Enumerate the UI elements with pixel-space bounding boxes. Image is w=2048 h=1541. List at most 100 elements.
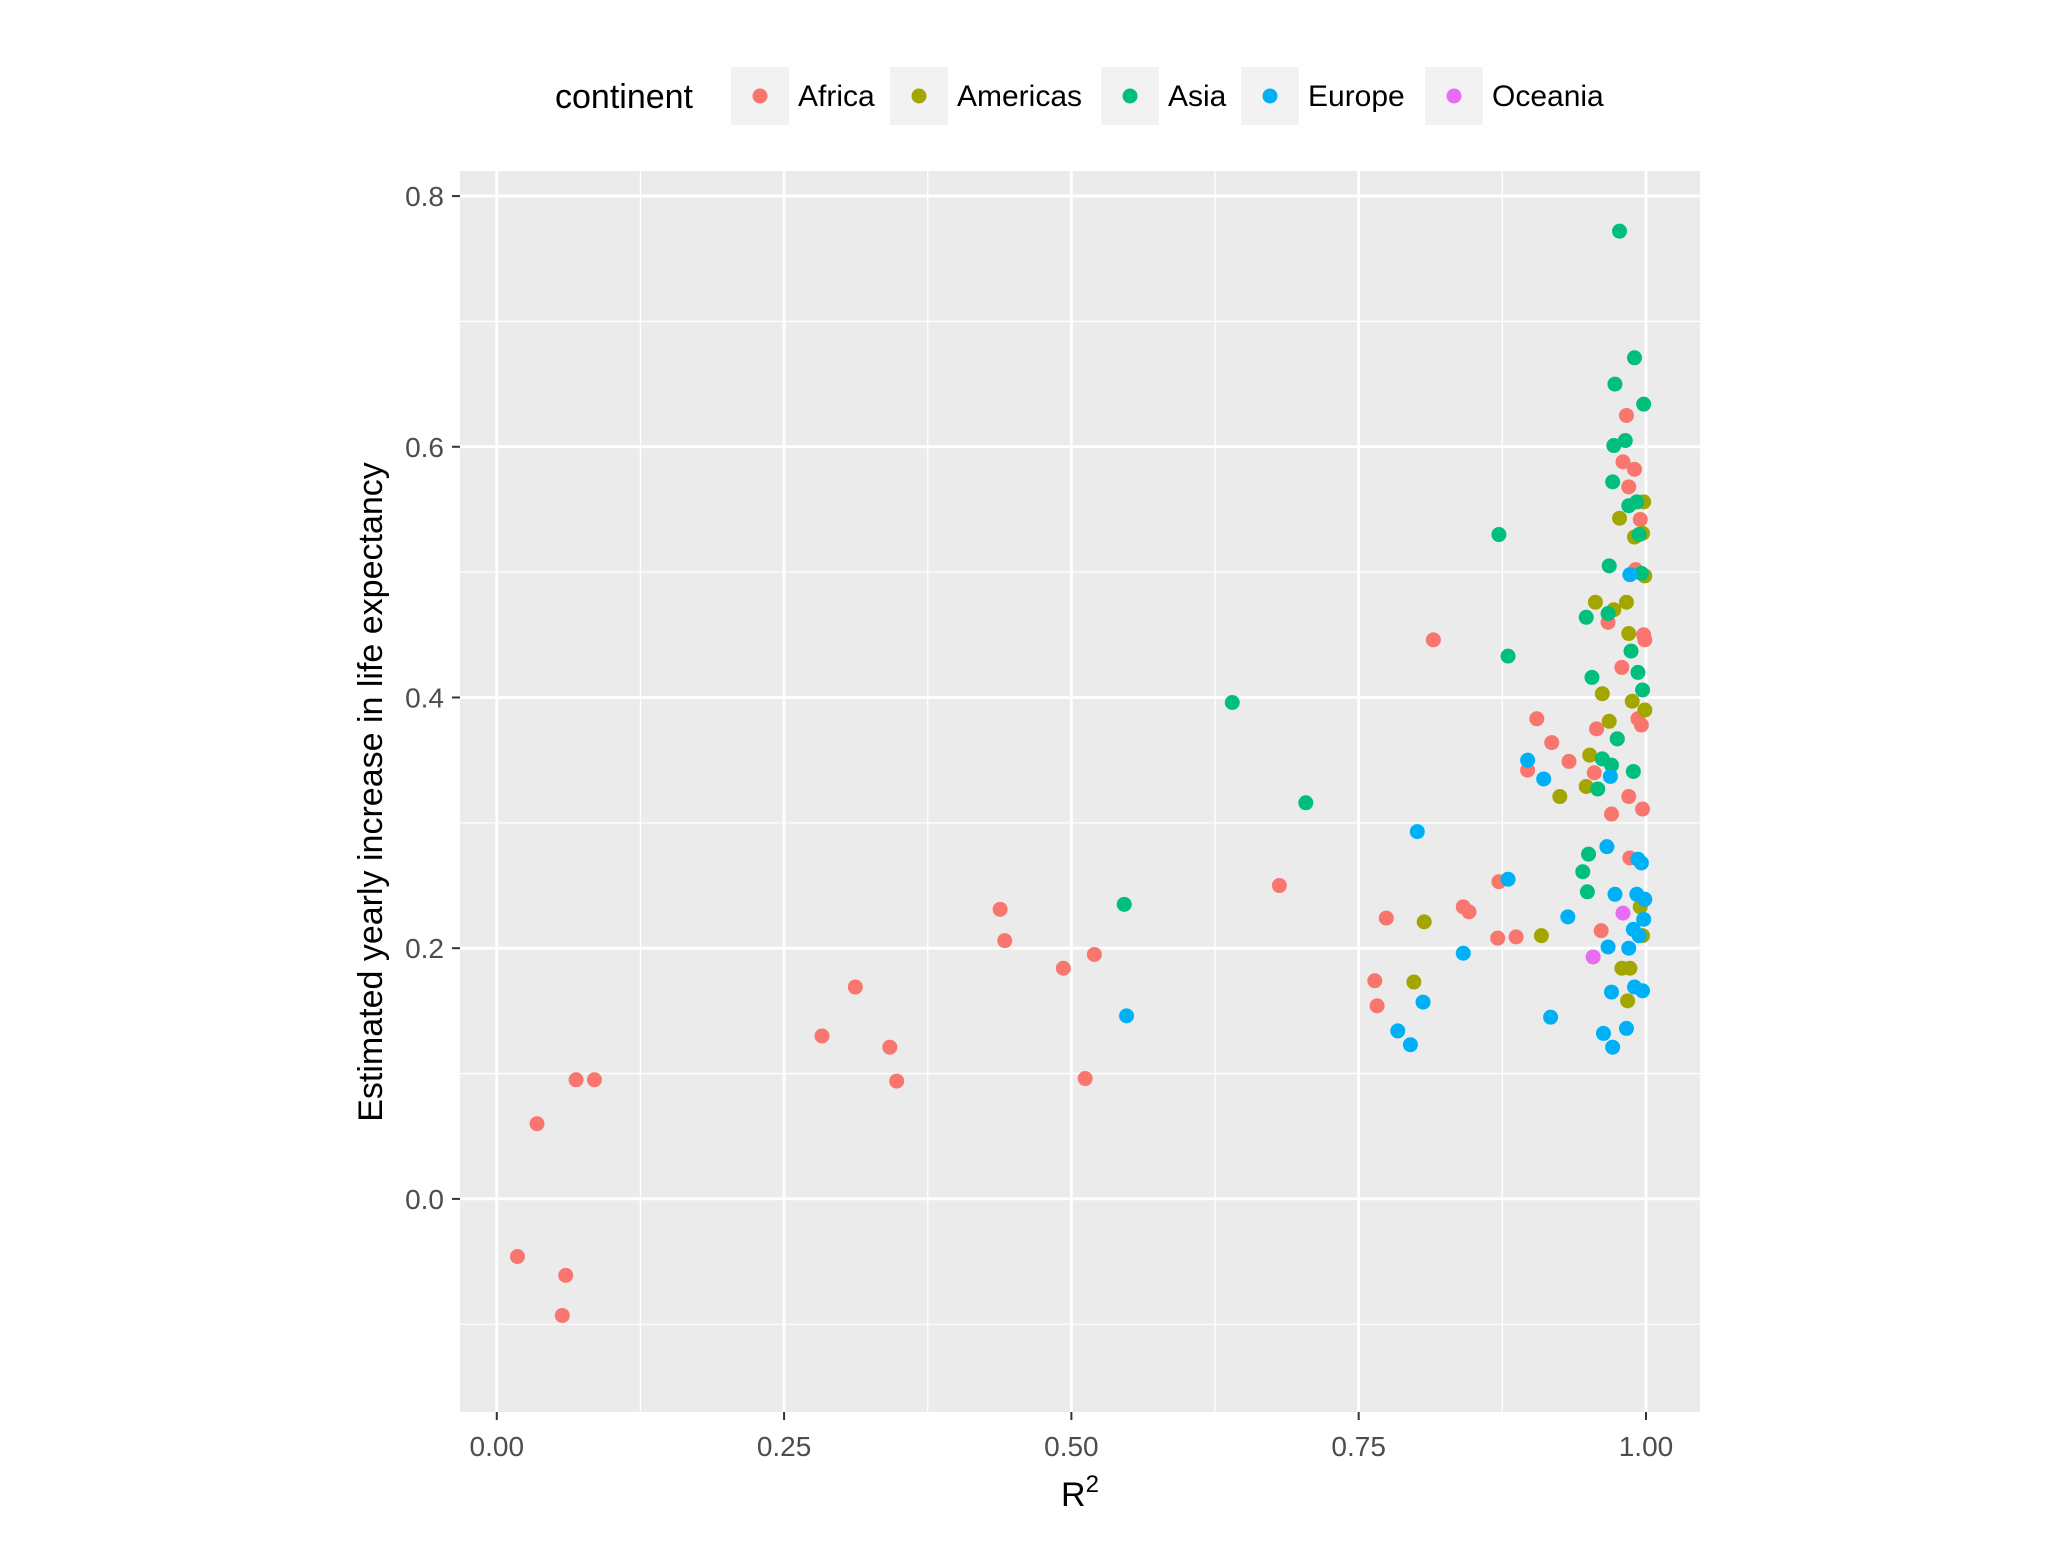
data-point <box>1561 753 1577 769</box>
data-point <box>889 1073 905 1089</box>
data-point <box>1621 479 1637 495</box>
x-tick-label: 0.75 <box>1331 1431 1386 1462</box>
legend-label-europe: Europe <box>1308 80 1405 113</box>
data-point <box>1625 763 1641 779</box>
x-axis-title: R2 <box>1061 1471 1099 1514</box>
legend-title: continent <box>555 78 694 116</box>
y-tick-label: 0.4 <box>405 682 444 713</box>
data-point <box>1635 801 1651 817</box>
x-tick-label: 0.25 <box>757 1431 812 1462</box>
data-point <box>1601 558 1617 574</box>
data-point <box>1602 768 1618 784</box>
data-point <box>1630 664 1646 680</box>
data-point <box>1529 711 1545 727</box>
data-point <box>1633 717 1649 733</box>
data-point <box>1367 973 1383 989</box>
data-point <box>1587 594 1603 610</box>
data-point <box>1620 993 1636 1009</box>
data-point <box>1575 864 1591 880</box>
data-point <box>1622 567 1638 583</box>
y-tick-label: 0.8 <box>405 181 444 212</box>
data-point <box>1224 695 1240 710</box>
data-point <box>1604 757 1620 773</box>
data-point <box>1615 905 1631 921</box>
data-point <box>554 1307 570 1323</box>
data-point <box>1633 565 1649 581</box>
data-point <box>568 1072 584 1088</box>
plot-panel <box>460 171 1700 1412</box>
data-point <box>1637 702 1653 718</box>
data-point <box>1593 923 1609 939</box>
x-tick-label: 1.00 <box>1619 1431 1674 1462</box>
data-point <box>1500 871 1516 887</box>
data-point <box>1589 721 1605 737</box>
data-point <box>1622 960 1638 976</box>
data-point <box>1605 474 1621 490</box>
legend-label-asia: Asia <box>1168 80 1227 113</box>
data-point <box>1491 527 1507 543</box>
data-point <box>1536 771 1552 787</box>
data-point <box>1578 778 1594 794</box>
data-point <box>1500 648 1516 664</box>
data-point <box>1604 806 1620 822</box>
data-point <box>1077 1071 1093 1087</box>
data-point <box>1626 461 1642 477</box>
legend-label-africa: Africa <box>798 80 875 113</box>
data-point <box>1402 1037 1418 1053</box>
data-point <box>1605 1039 1621 1055</box>
data-point <box>1416 914 1432 930</box>
data-point <box>1584 669 1600 685</box>
legend-marker-oceania <box>1446 88 1462 104</box>
data-point <box>1600 606 1616 621</box>
data-point <box>1631 928 1647 944</box>
data-point <box>1298 795 1314 811</box>
data-point <box>1636 396 1652 412</box>
data-point <box>1560 909 1576 925</box>
data-point <box>1595 1025 1611 1041</box>
data-point <box>1586 765 1602 781</box>
data-point <box>1455 945 1471 961</box>
data-point <box>1635 983 1651 999</box>
legend-marker-africa <box>752 88 768 104</box>
data-point <box>1612 223 1628 239</box>
data-point <box>1508 929 1524 945</box>
data-point <box>1606 438 1622 454</box>
y-tick-label: 0.6 <box>405 432 444 463</box>
data-point <box>1461 904 1477 920</box>
y-tick-label: 0.2 <box>405 933 444 964</box>
data-point <box>1055 960 1071 976</box>
data-point <box>1629 494 1645 510</box>
y-axis-title: Estimated yearly increase in life expect… <box>352 462 390 1122</box>
data-point <box>1409 824 1425 840</box>
legend-label-americas: Americas <box>957 80 1082 113</box>
data-point <box>1607 376 1623 392</box>
data-point <box>1585 949 1601 965</box>
data-point <box>1520 752 1536 768</box>
grid-minor <box>460 171 1700 1412</box>
data-point <box>1599 839 1615 855</box>
data-point <box>1624 693 1640 709</box>
data-point <box>1632 511 1648 527</box>
data-point <box>1116 896 1132 912</box>
x-tick-label: 0.50 <box>1044 1431 1099 1462</box>
legend: continent Africa Americas Asia Europe Oceani… <box>555 67 1604 125</box>
data-point <box>1578 609 1594 625</box>
data-point <box>1607 886 1623 902</box>
data-point <box>1617 433 1633 449</box>
data-point <box>1271 878 1287 894</box>
data-point <box>1086 946 1102 962</box>
data-point <box>1621 940 1637 956</box>
data-point <box>509 1249 525 1265</box>
data-point <box>558 1267 574 1283</box>
data-point <box>1369 998 1385 1014</box>
x-axis-title-base: R <box>1061 1476 1086 1514</box>
grid-major <box>460 171 1700 1412</box>
data-point <box>1636 911 1652 927</box>
data-point <box>1533 928 1549 944</box>
legend-marker-asia <box>1122 88 1138 104</box>
data-points <box>509 223 1653 1323</box>
data-point <box>1609 731 1625 747</box>
data-point <box>1618 407 1634 423</box>
data-point <box>1618 1020 1634 1036</box>
